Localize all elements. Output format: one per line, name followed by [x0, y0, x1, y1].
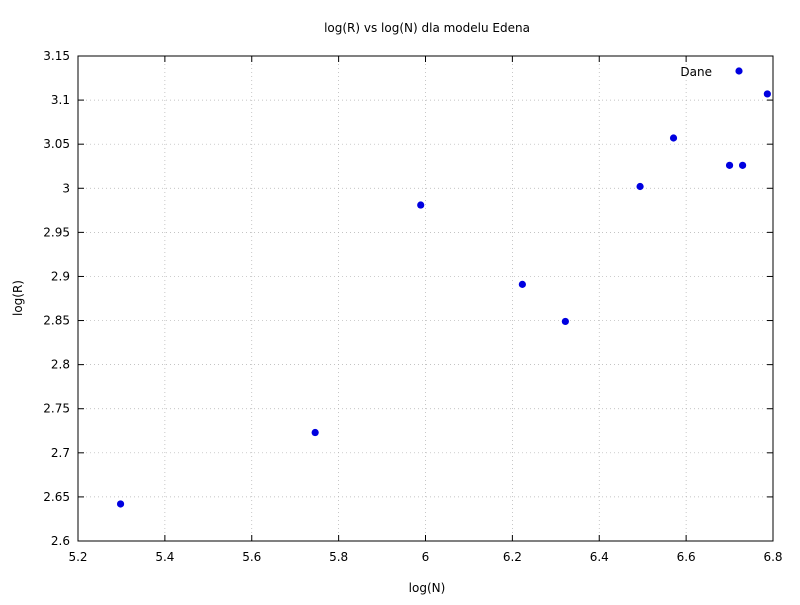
x-tick-label: 6.6 — [677, 550, 696, 564]
y-axis-title: log(R) — [11, 280, 25, 316]
y-tick-label: 2.95 — [43, 225, 70, 239]
axes — [77, 55, 774, 542]
x-tick-label: 6.4 — [590, 550, 609, 564]
y-tick-label: 2.6 — [51, 534, 70, 548]
data-point — [311, 428, 319, 437]
y-tick-label: 3.05 — [43, 137, 70, 151]
y-tick-label: 2.65 — [43, 490, 70, 504]
y-tick-label: 3.1 — [51, 93, 70, 107]
legend-marker — [735, 67, 743, 75]
x-tick-label: 6 — [422, 550, 430, 564]
data-point — [669, 134, 678, 142]
y-tick-label: 3.15 — [43, 49, 70, 63]
data-point — [763, 90, 771, 98]
x-tick-label: 6.8 — [763, 550, 782, 564]
x-tick-label: 6.2 — [503, 550, 522, 564]
x-tick-label: 5.4 — [155, 550, 174, 564]
y-tick-label: 2.7 — [51, 446, 70, 460]
data-point — [417, 201, 425, 209]
y-tick-label: 2.85 — [43, 314, 70, 328]
y-tick-label: 2.9 — [51, 269, 70, 283]
chart-title: log(R) vs log(N) dla modelu Edena — [324, 21, 530, 35]
data-points — [116, 90, 771, 508]
x-tick-label: 5.8 — [329, 550, 348, 564]
x-tick-label: 5.2 — [68, 550, 87, 564]
data-point — [636, 182, 644, 191]
x-tick-label: 5.6 — [242, 550, 261, 564]
tick-labels: 5.2 5.4 5.6 5.8 6 6.2 6.4 6.6 6.8 2.6 2.65 2.7 2.75 2… — [43, 49, 782, 564]
data-point — [725, 161, 734, 169]
data-point — [738, 161, 747, 169]
legend-label: Dane — [680, 65, 712, 79]
data-point — [518, 280, 526, 288]
data-point — [116, 500, 125, 508]
grid-lines — [78, 56, 773, 541]
data-point — [561, 317, 569, 326]
y-tick-label: 2.75 — [43, 402, 70, 416]
legend: Dane — [680, 65, 743, 79]
x-axis-title: log(N) — [409, 581, 446, 595]
y-tick-label: 2.8 — [51, 358, 70, 372]
y-tick-label: 3 — [62, 181, 70, 195]
